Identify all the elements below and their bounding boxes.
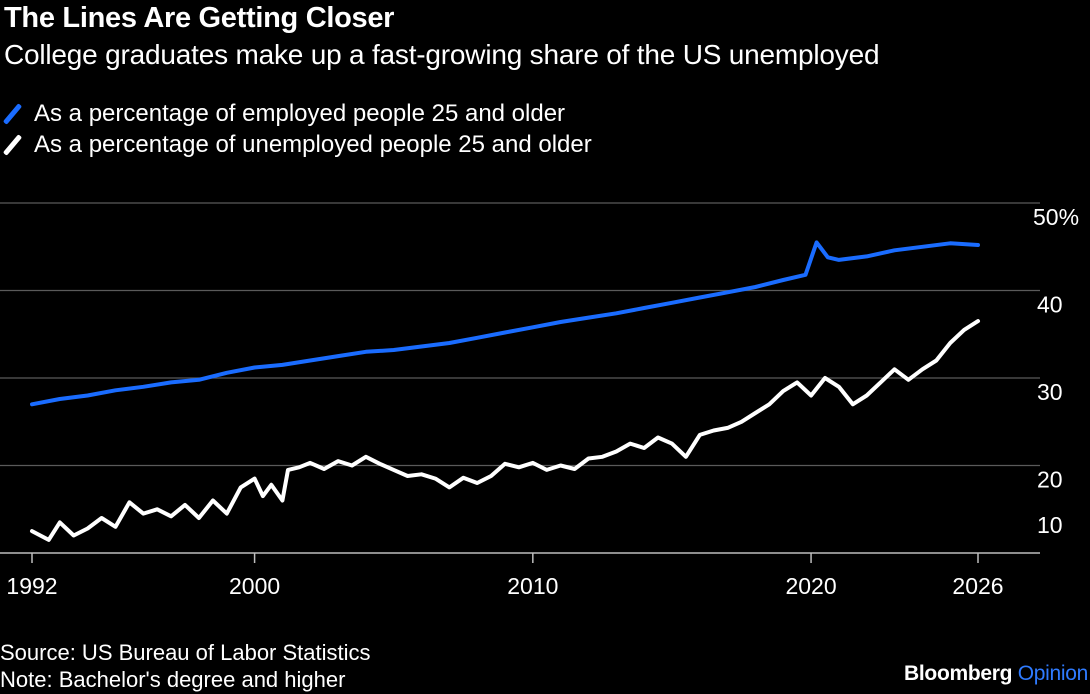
- y-tick-label-20: 20: [1037, 467, 1063, 493]
- y-tick-label-40: 40: [1037, 292, 1063, 318]
- legend-label-unemployed: As a percentage of unemployed people 25 …: [34, 130, 592, 158]
- x-tick-label-2026: 2026: [952, 573, 1003, 599]
- x-tick-label-2010: 2010: [507, 573, 558, 599]
- y-tick-label-30: 30: [1037, 379, 1063, 405]
- brand-logo: Bloomberg Opinion: [904, 662, 1088, 686]
- note-text: Note: Bachelor's degree and higher: [0, 667, 346, 692]
- chart-subtitle: College graduates make up a fast-growing…: [4, 39, 880, 70]
- legend-item-unemployed: As a percentage of unemployed people 25 …: [4, 129, 592, 160]
- chart-title: The Lines Are Getting Closer: [4, 2, 395, 34]
- x-tick-label-1992: 1992: [6, 573, 57, 599]
- legend-label-employed: As a percentage of employed people 25 an…: [34, 99, 566, 127]
- series-line-unemployed: [30, 319, 980, 542]
- y-axis-ticks: 10 20 30 40 50%: [1033, 204, 1079, 538]
- y-tick-label-10: 10: [1037, 512, 1063, 538]
- x-tick-label-2000: 2000: [229, 573, 280, 599]
- series-lines: [30, 240, 980, 542]
- gridlines: [0, 202, 1040, 467]
- footer: Source: US Bureau of Labor Statistics No…: [0, 639, 371, 693]
- x-tick-label-2020: 2020: [785, 573, 836, 599]
- x-axis: 1992 2000 2010 2020 2026: [0, 552, 1040, 599]
- source-text: Source: US Bureau of Labor Statistics: [0, 640, 371, 665]
- series-line-employed: [30, 240, 980, 407]
- y-tick-label-50: 50%: [1033, 204, 1079, 230]
- legend-item-employed: As a percentage of employed people 25 an…: [4, 98, 592, 129]
- brand-name: Bloomberg: [904, 662, 1013, 685]
- brand-suffix: Opinion: [1017, 662, 1089, 685]
- legend: As a percentage of employed people 25 an…: [4, 98, 592, 160]
